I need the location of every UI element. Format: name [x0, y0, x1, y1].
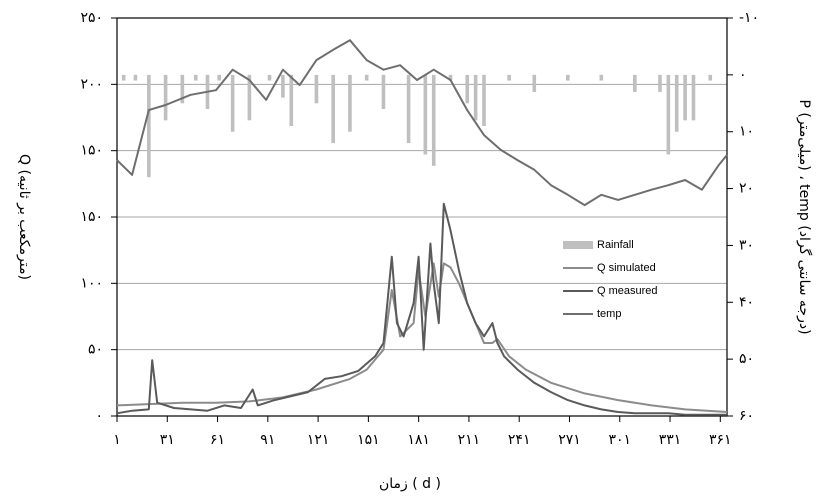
y2-tick-label: ۲۰ — [739, 181, 754, 197]
rain-bar — [348, 74, 352, 132]
y2-axis-title: P (میلی‌متر) ، temp (درجه سانتی گراد) — [796, 99, 813, 334]
rain-bar — [381, 74, 386, 109]
x-tick-label: ۲۷۱ — [558, 432, 581, 448]
x-tick-label: ۱۵۱ — [357, 432, 380, 448]
rain-bar — [674, 74, 679, 132]
rain-bar — [406, 74, 411, 144]
y-tick-label: ۱۰۰ — [80, 275, 103, 291]
rain-bar — [532, 74, 537, 92]
rain-bar — [180, 74, 185, 104]
rain-bar — [565, 74, 570, 81]
x-tick-label: ۳۱ — [160, 432, 175, 448]
rain-bar — [473, 74, 478, 121]
y2-tick-label: -۱۰ — [739, 10, 759, 26]
x-tick-label: ۲۴۱ — [508, 432, 531, 448]
legend-label: Q measured — [597, 285, 658, 297]
legend-label: temp — [597, 308, 621, 320]
rain-bar — [691, 74, 696, 121]
rain-bar — [133, 74, 138, 81]
rain-bar — [121, 74, 126, 81]
y-tick-label: ۲۰۰ — [80, 76, 103, 92]
rain-bar — [482, 74, 486, 127]
series-line — [116, 39, 728, 207]
rain-bar — [147, 74, 151, 178]
x-tick-label: ۹۱ — [260, 432, 275, 448]
y2-tick-label: ۰ — [739, 67, 747, 83]
y-tick-label: ۱۵۰ — [80, 209, 103, 225]
legend-label: Q simulated — [597, 262, 656, 274]
y2-tick-label: ۵۰ — [739, 351, 754, 367]
x-tick-label: ۱۸۱ — [407, 432, 430, 448]
rain-bar — [658, 74, 662, 92]
rain-bar — [683, 74, 687, 121]
rain-bar — [289, 74, 294, 127]
x-tick-label: ۱ — [113, 432, 121, 448]
x-tick-label: ۳۳۱ — [659, 432, 682, 448]
y2-tick-label: ۴۰ — [739, 294, 754, 310]
x-tick-label: ۳۰۱ — [608, 432, 631, 448]
rain-bar — [193, 74, 198, 81]
series-line — [116, 202, 727, 416]
y-tick-label: ۲۵۰ — [80, 10, 103, 26]
y-tick-label: ۰ — [95, 408, 103, 424]
rain-bar — [431, 74, 436, 166]
legend-swatch — [563, 241, 593, 249]
y2-tick-label: ۳۰ — [739, 237, 754, 253]
rain-bar — [163, 74, 168, 121]
rain-bar — [267, 74, 272, 81]
rain-bar — [247, 74, 252, 121]
rain-bar — [281, 74, 285, 98]
rain-bar — [364, 74, 369, 81]
rain-bar — [448, 74, 453, 81]
rain-bar — [465, 74, 470, 104]
x-tick-label: ۲۱۱ — [458, 432, 481, 448]
rain-bar — [507, 74, 511, 81]
rain-bar — [314, 74, 319, 104]
rain-bar — [708, 74, 713, 81]
rain-bar — [230, 74, 235, 132]
rain-bar — [666, 74, 671, 155]
rain-bar — [331, 74, 335, 144]
y2-tick-label: ۶۰ — [739, 408, 754, 424]
rain-bar — [599, 74, 604, 81]
y-tick-label: ۵۰ — [88, 342, 103, 358]
x-axis-title: زمان ( d ) — [379, 476, 441, 492]
x-tick-label: ۳۶۱ — [709, 432, 732, 448]
legend-label: Rainfall — [597, 239, 634, 251]
y-axis-title: Q (مترمکعب بر ثانیه) — [16, 154, 32, 280]
rain-bar — [217, 74, 222, 81]
rain-bar — [423, 74, 428, 155]
rain-bar — [633, 74, 637, 92]
x-tick-label: ۱۲۱ — [307, 432, 330, 448]
x-tick-label: ۶۱ — [210, 432, 225, 448]
y2-tick-label: ۱۰ — [739, 124, 754, 140]
y-tick-label: ۱۵۰ — [80, 143, 103, 159]
